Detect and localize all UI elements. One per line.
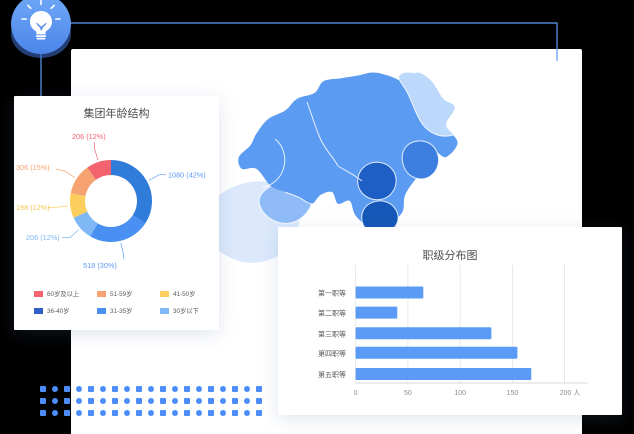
svg-text:206 (12%): 206 (12%) bbox=[26, 233, 60, 242]
svg-text:150: 150 bbox=[507, 390, 519, 397]
svg-text:第三职等: 第三职等 bbox=[318, 329, 346, 338]
svg-text:1080 (42%): 1080 (42%) bbox=[168, 171, 206, 180]
svg-text:206 (12%): 206 (12%) bbox=[72, 132, 106, 141]
svg-text:50: 50 bbox=[404, 390, 412, 397]
svg-text:200 人: 200 人 bbox=[560, 389, 581, 397]
svg-text:第二职等: 第二职等 bbox=[318, 309, 346, 318]
svg-text:0: 0 bbox=[354, 390, 358, 397]
svg-text:第四职等: 第四职等 bbox=[318, 349, 346, 358]
svg-text:第一职等: 第一职等 bbox=[318, 289, 346, 298]
svg-text:306 (15%): 306 (15%) bbox=[16, 163, 50, 172]
svg-text:第五职等: 第五职等 bbox=[318, 370, 346, 379]
svg-text:198 (12%): 198 (12%) bbox=[16, 203, 50, 212]
svg-text:518 (30%): 518 (30%) bbox=[83, 261, 117, 270]
svg-text:100: 100 bbox=[454, 390, 466, 397]
